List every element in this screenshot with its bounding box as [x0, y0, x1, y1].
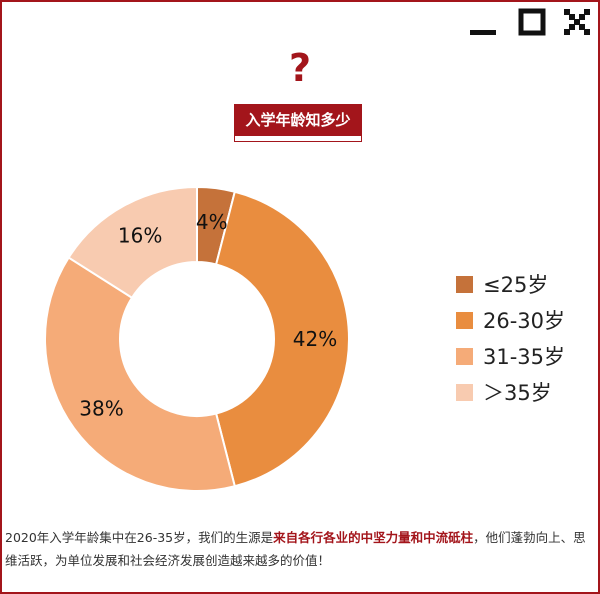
legend-label: ≤25岁: [483, 273, 549, 297]
slice-label: 16%: [118, 224, 162, 248]
footer-text: 2020年入学年龄集中在26-35岁，我们的生源是来自各行各业的中坚力量和中流砥…: [5, 526, 595, 572]
legend-swatch: [456, 311, 473, 329]
legend-item: 26-30岁: [456, 302, 565, 338]
legend-item: ＞35岁: [456, 374, 565, 410]
legend-label: ＞35岁: [483, 381, 552, 405]
page-title: 入学年龄知多少: [235, 105, 361, 136]
legend-label: 31-35岁: [483, 345, 566, 369]
slice-label: 4%: [196, 210, 228, 234]
footer-text-part2: ，他们蓬勃向上、思维活跃，为单位发展和社会经济发展创造越来越多的价值！: [5, 530, 586, 568]
close-icon[interactable]: [563, 8, 591, 36]
legend-swatch: [456, 383, 473, 401]
maximize-icon[interactable]: [518, 8, 546, 36]
legend-swatch: [456, 347, 473, 365]
slice-label: 38%: [79, 396, 123, 420]
legend-item: 31-35岁: [456, 338, 565, 374]
donut-slice: [214, 190, 351, 488]
minimize-icon[interactable]: [469, 8, 497, 36]
footer-highlight: 来自各行各业的中坚力量和中流砥柱: [273, 530, 474, 545]
slice-label: 42%: [293, 327, 337, 351]
footer-text-part1: 2020年入学年龄集中在26-35岁，我们的生源是: [5, 530, 274, 545]
title-box: 入学年龄知多少: [234, 104, 362, 142]
donut-slice: [44, 256, 237, 492]
legend-label: 26-30岁: [483, 309, 566, 333]
question-mark: ?: [288, 46, 312, 90]
donut-slice: [67, 185, 198, 300]
legend-swatch: [456, 275, 473, 293]
chart-legend: ≤25岁 26-30岁 31-35岁 ＞35岁: [456, 266, 565, 410]
legend-item: ≤25岁: [456, 266, 565, 302]
